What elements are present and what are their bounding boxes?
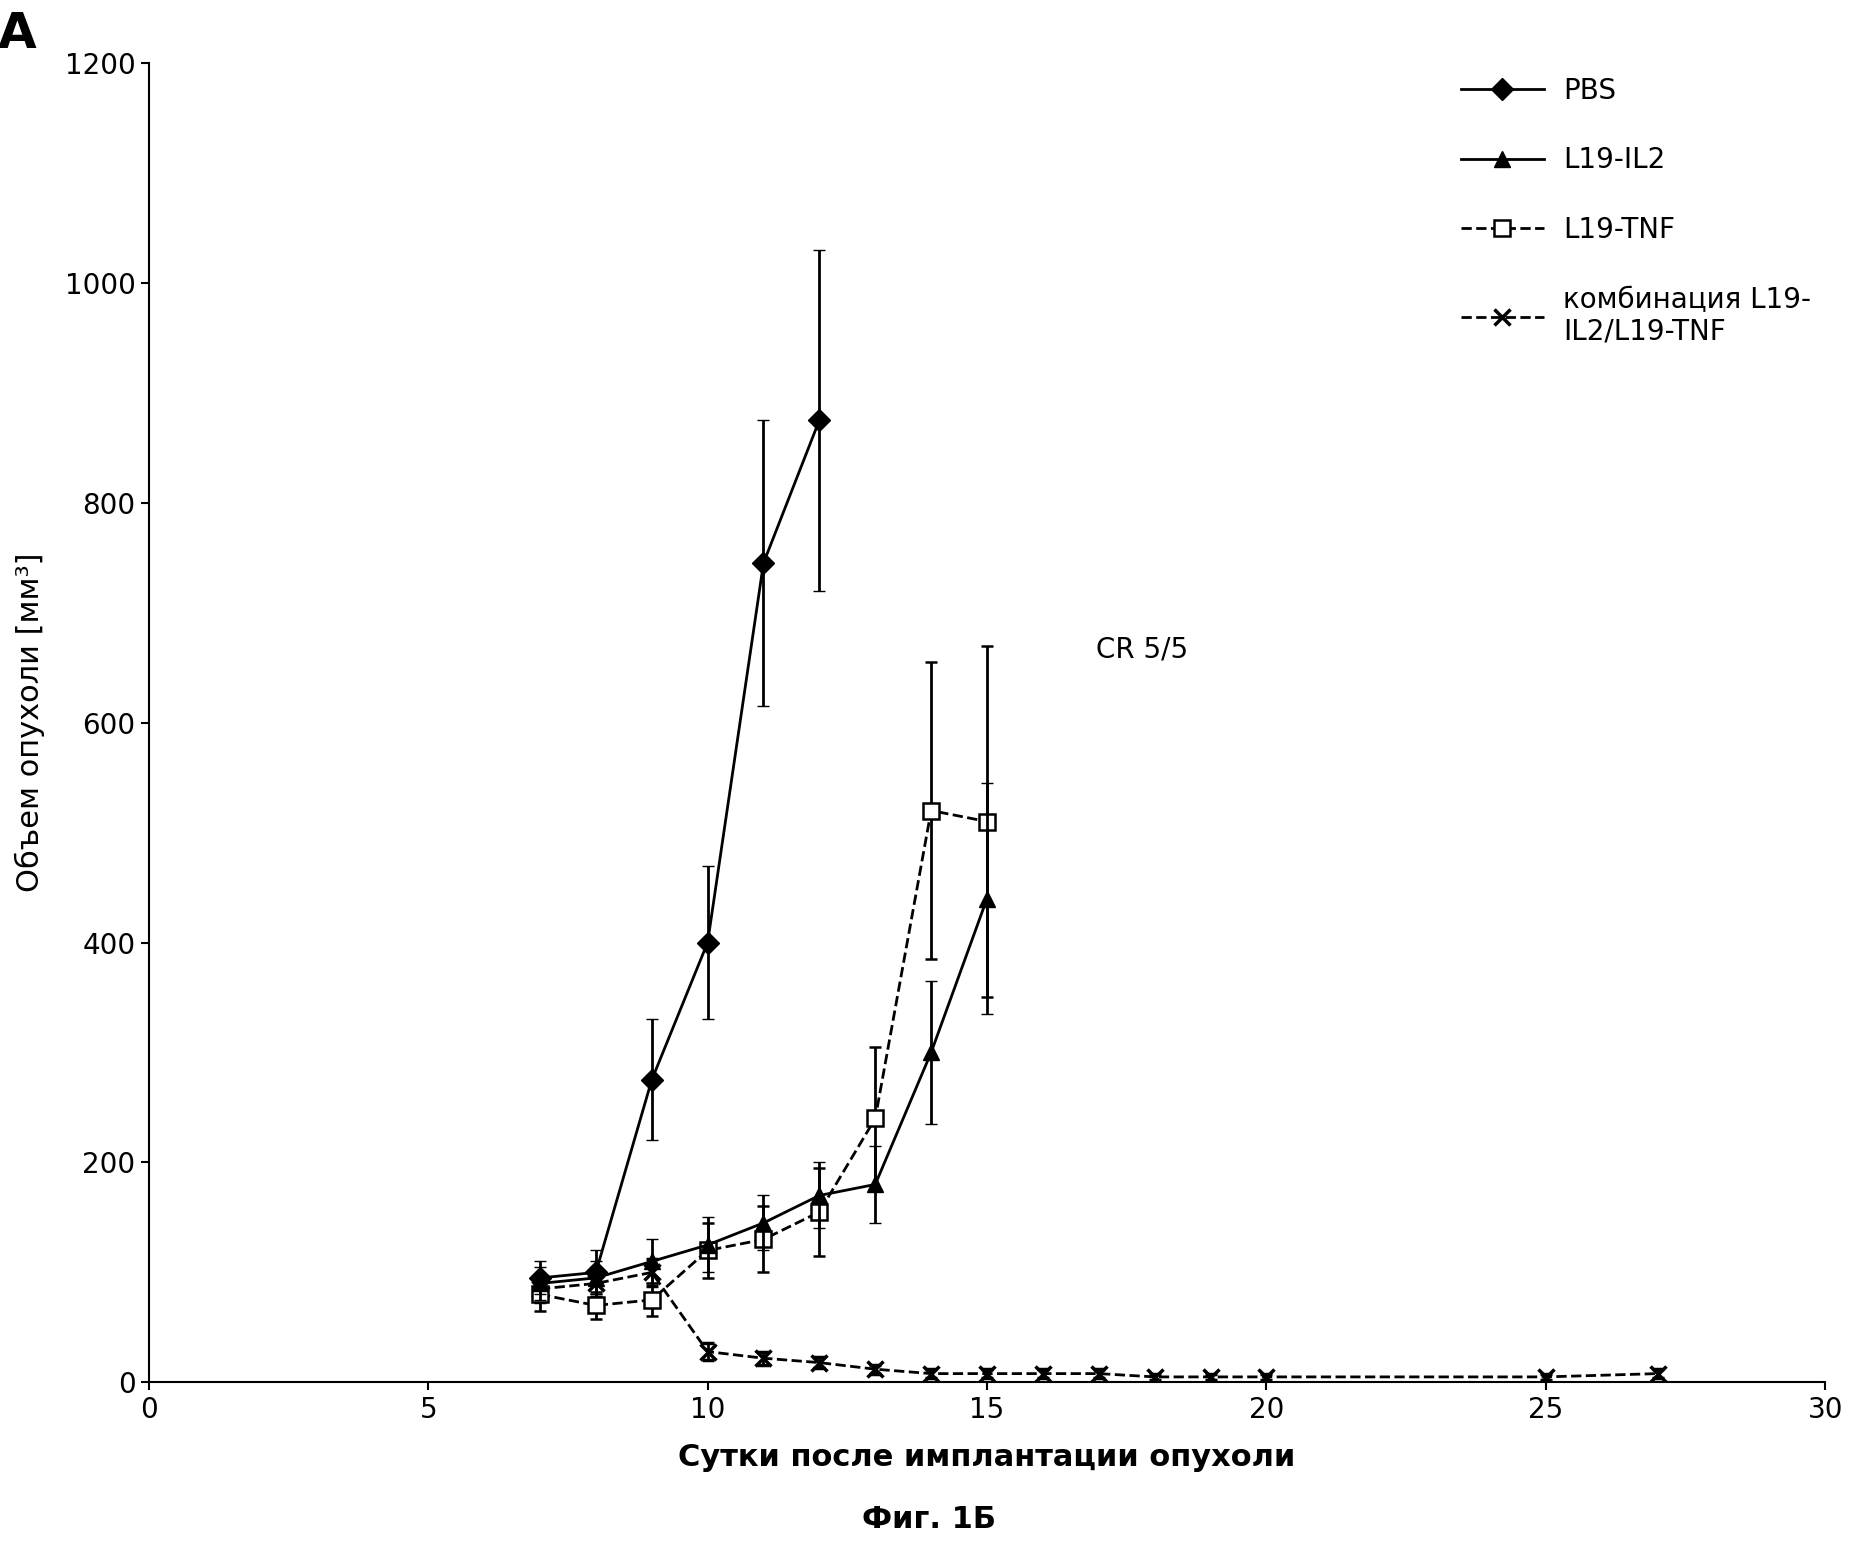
Text: Фиг. 1Б: Фиг. 1Б (862, 1504, 995, 1534)
X-axis label: Сутки после имплантации опухоли: Сутки после имплантации опухоли (678, 1444, 1294, 1472)
Y-axis label: Объем опухоли [мм³]: Объем опухоли [мм³] (15, 553, 45, 892)
Legend: PBS, L19-IL2, L19-TNF, комбинация L19-
IL2/L19-TNF: PBS, L19-IL2, L19-TNF, комбинация L19- I… (1460, 76, 1811, 345)
Text: A: A (0, 9, 37, 57)
Text: CR 5/5: CR 5/5 (1096, 637, 1187, 665)
